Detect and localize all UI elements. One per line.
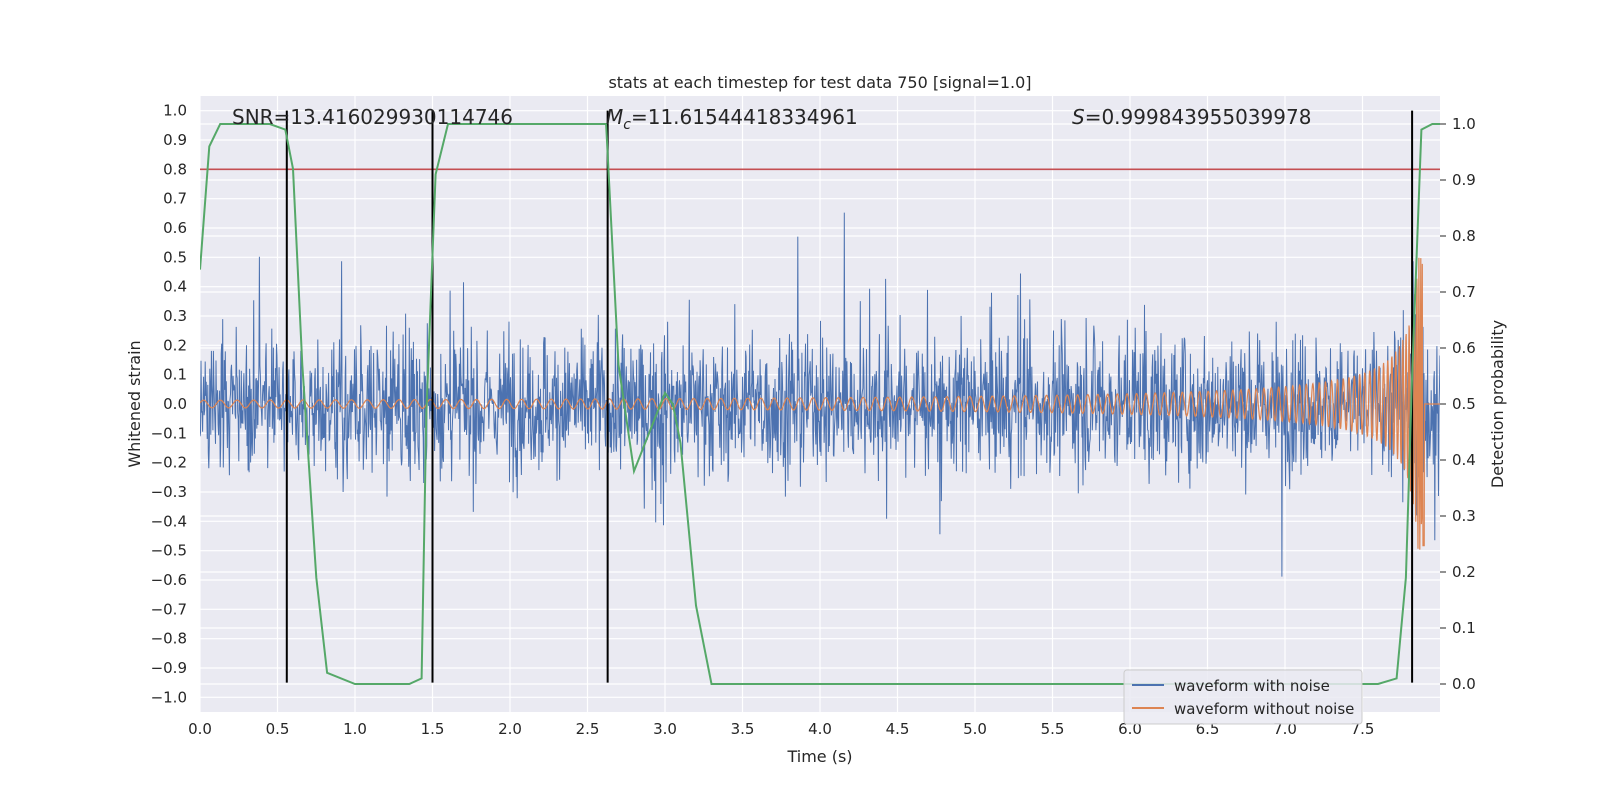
y2-tick-label: 0.5	[1452, 395, 1476, 413]
y2-tick-label: 0.6	[1452, 339, 1476, 357]
y2-tick-label: 0.9	[1452, 171, 1476, 189]
y2-tick-label: 0.3	[1452, 507, 1476, 525]
legend-label-noise: waveform with noise	[1174, 677, 1330, 695]
y-tick-label: 0.5	[163, 248, 187, 266]
score-symbol: S	[1072, 105, 1085, 129]
y-tick-label: 0.9	[163, 131, 187, 149]
x-tick-label: 3.5	[731, 720, 755, 738]
x-tick-label: 3.0	[653, 720, 677, 738]
x-tick-label: 1.5	[421, 720, 445, 738]
waveform-without-noise-line	[200, 257, 1440, 550]
chirp-mass-subscript: c	[623, 117, 631, 133]
x-tick-label: 0.0	[188, 720, 212, 738]
y-tick-label: 0.1	[163, 366, 187, 384]
y-axis-label: Whitened strain	[125, 340, 144, 467]
score-value: =0.999843955039978	[1085, 105, 1312, 129]
legend-box	[1123, 669, 1363, 725]
x-axis-label: Time (s)	[786, 747, 852, 766]
y2-tick-label: 1.0	[1452, 115, 1476, 133]
y-tick-label: −0.6	[151, 571, 187, 589]
x-tick-label: 1.0	[343, 720, 367, 738]
y-tick-label: 0.4	[163, 278, 187, 296]
x-tick-label: 5.5	[1041, 720, 1065, 738]
chirp-mass-symbol: M	[606, 105, 623, 129]
y-tick-label: 0.8	[163, 160, 187, 178]
snr-annotation: SNR=13.416029930114746	[232, 105, 513, 129]
y-tick-label: −0.8	[151, 630, 187, 648]
y-tick-label: 1.0	[163, 102, 187, 120]
y-tick-label: 0.6	[163, 219, 187, 237]
score-annotation: S=0.999843955039978	[1072, 105, 1311, 129]
y-tick-label: −0.5	[151, 542, 187, 560]
y-tick-label: −0.1	[151, 424, 187, 442]
y2-tick-label: 0.4	[1452, 451, 1476, 469]
y2-tick-label: 0.1	[1452, 619, 1476, 637]
x-tick-label: 4.5	[886, 720, 910, 738]
y-axis-ticks: 1.0 0.9 0.8 0.7 0.6 0.5 0.4 0.3 0.2 0.1 0.0 −0.1 −0.…	[151, 102, 187, 707]
x-tick-label: 0.5	[266, 720, 290, 738]
x-tick-label: 4.0	[808, 720, 832, 738]
detection-probability-line	[200, 123, 1440, 685]
x-tick-label: 2.5	[576, 720, 600, 738]
y-tick-label: −0.3	[151, 483, 187, 501]
y2-tick-label: 0.2	[1452, 563, 1476, 581]
y-tick-label: −0.7	[151, 600, 187, 618]
y-tick-label: 0.3	[163, 307, 187, 325]
chirp-mass-value: =11.61544418334961	[631, 105, 858, 129]
chart-title: stats at each timestep for test data 750…	[608, 73, 1031, 92]
y-tick-label: −0.2	[151, 454, 187, 472]
y-tick-label: −0.9	[151, 659, 187, 677]
y-tick-label: −0.4	[151, 512, 187, 530]
y-tick-label: −1.0	[151, 688, 187, 706]
legend-label-clean: waveform without noise	[1174, 700, 1354, 718]
y2-axis-ticks: 1.0 0.9 0.8 0.7 0.6 0.5 0.4 0.3 0.2 0.1 0.0	[1440, 115, 1476, 693]
y2-axis-label: Detection probability	[1488, 320, 1507, 488]
waveform-with-noise-line	[200, 212, 1440, 577]
y2-tick-label: 0.7	[1452, 283, 1476, 301]
y-tick-label: 0.2	[163, 336, 187, 354]
x-tick-label: 5.0	[963, 720, 987, 738]
y-tick-label: 0.0	[163, 395, 187, 413]
x-tick-label: 2.0	[498, 720, 522, 738]
y2-tick-label: 0.8	[1452, 227, 1476, 245]
chirp-mass-annotation: Mc=11.61544418334961	[606, 105, 858, 133]
legend: waveform with noise waveform without noi…	[1123, 669, 1363, 725]
y-tick-label: 0.7	[163, 190, 187, 208]
y2-tick-label: 0.0	[1452, 675, 1476, 693]
